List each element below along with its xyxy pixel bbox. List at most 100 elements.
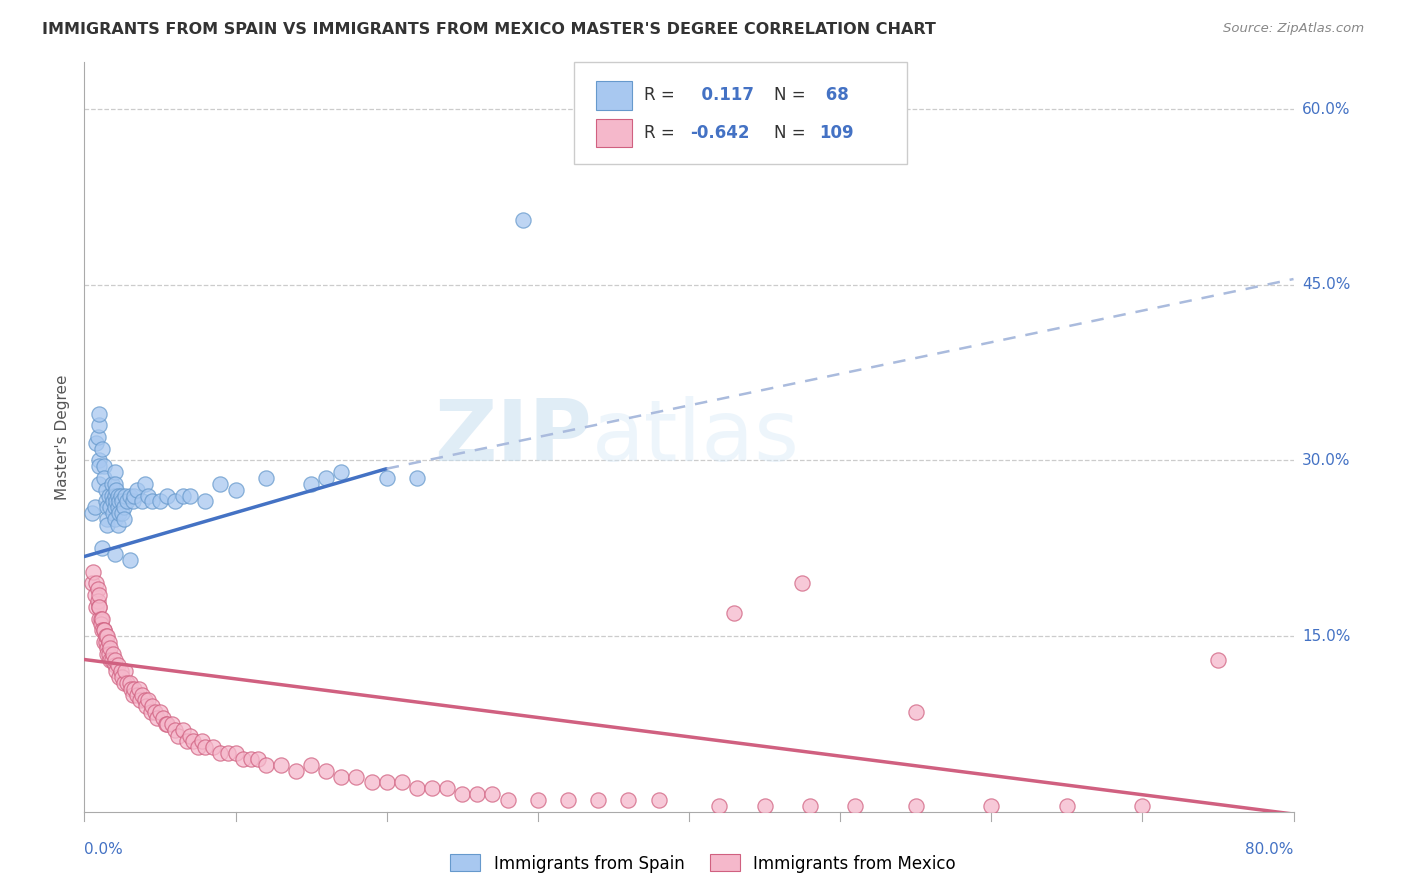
Point <box>270 758 292 772</box>
Point <box>149 494 172 508</box>
Point <box>799 798 821 813</box>
Point <box>89 407 111 421</box>
Point <box>156 489 179 503</box>
Point <box>122 681 145 696</box>
Point <box>375 775 398 789</box>
Point <box>114 489 136 503</box>
Point <box>346 770 368 784</box>
Text: Source: ZipAtlas.com: Source: ZipAtlas.com <box>1223 22 1364 36</box>
Text: 45.0%: 45.0% <box>1302 277 1350 293</box>
Point <box>93 635 115 649</box>
Point <box>115 676 138 690</box>
Point <box>90 617 112 632</box>
Text: R =: R = <box>644 87 675 104</box>
Point <box>792 576 814 591</box>
Point <box>239 752 262 766</box>
Point <box>194 494 217 508</box>
Point <box>107 517 129 532</box>
Point <box>149 705 172 719</box>
Point <box>1206 652 1229 666</box>
Point <box>299 476 322 491</box>
Point <box>1130 798 1153 813</box>
Point <box>135 699 157 714</box>
Point <box>93 624 115 638</box>
Point <box>165 723 187 737</box>
Point <box>176 734 198 748</box>
Point <box>904 798 927 813</box>
Point <box>89 476 111 491</box>
Text: R =: R = <box>644 124 675 142</box>
Point <box>191 734 214 748</box>
Point <box>360 775 382 789</box>
Point <box>127 688 149 702</box>
Point <box>122 489 145 503</box>
Text: N =: N = <box>773 87 806 104</box>
Text: IMMIGRANTS FROM SPAIN VS IMMIGRANTS FROM MEXICO MASTER'S DEGREE CORRELATION CHAR: IMMIGRANTS FROM SPAIN VS IMMIGRANTS FROM… <box>42 22 936 37</box>
Point <box>128 681 150 696</box>
Point <box>617 793 640 807</box>
Point <box>111 506 134 520</box>
Point <box>108 494 131 508</box>
Point <box>527 793 550 807</box>
Point <box>330 465 353 479</box>
Point <box>96 629 118 643</box>
Point <box>112 676 135 690</box>
Point <box>557 793 579 807</box>
Point <box>96 640 118 655</box>
Bar <box>596 81 633 110</box>
Point <box>104 658 127 673</box>
Point <box>98 500 121 515</box>
Point <box>179 489 201 503</box>
Point <box>285 764 308 778</box>
Point <box>96 517 118 532</box>
Point <box>187 740 209 755</box>
Point <box>451 787 474 801</box>
Point <box>86 436 108 450</box>
Point <box>420 781 443 796</box>
Point <box>118 489 141 503</box>
Point <box>194 740 217 755</box>
Point <box>87 594 110 608</box>
Bar <box>596 119 633 147</box>
Point <box>105 494 128 508</box>
Point <box>754 798 776 813</box>
Point <box>107 658 129 673</box>
Point <box>93 471 115 485</box>
Point <box>512 213 534 227</box>
Point <box>104 476 127 491</box>
Point <box>98 640 121 655</box>
Point <box>80 576 103 591</box>
Point <box>121 494 143 508</box>
Point <box>167 729 190 743</box>
Point <box>104 500 127 515</box>
Point <box>115 494 138 508</box>
Point <box>89 588 111 602</box>
Point <box>118 553 141 567</box>
Point <box>330 770 353 784</box>
Point <box>179 729 201 743</box>
Point <box>100 652 122 666</box>
Point <box>89 459 111 474</box>
Point <box>94 483 117 497</box>
Point <box>91 611 114 625</box>
Y-axis label: Master's Degree: Master's Degree <box>55 375 70 500</box>
Point <box>844 798 866 813</box>
Point <box>299 758 322 772</box>
Point <box>96 500 118 515</box>
Point <box>94 629 117 643</box>
Point <box>131 688 153 702</box>
Text: 15.0%: 15.0% <box>1302 629 1350 644</box>
Point <box>112 500 135 515</box>
Text: 0.0%: 0.0% <box>84 842 124 857</box>
Point <box>101 506 124 520</box>
Text: ZIP: ZIP <box>434 395 592 479</box>
Point <box>84 500 107 515</box>
Text: N =: N = <box>773 124 806 142</box>
Point <box>108 670 131 684</box>
Point <box>84 588 107 602</box>
Point <box>648 793 671 807</box>
Text: 68: 68 <box>820 87 848 104</box>
Point <box>96 512 118 526</box>
Point <box>146 711 169 725</box>
Point <box>104 547 127 561</box>
